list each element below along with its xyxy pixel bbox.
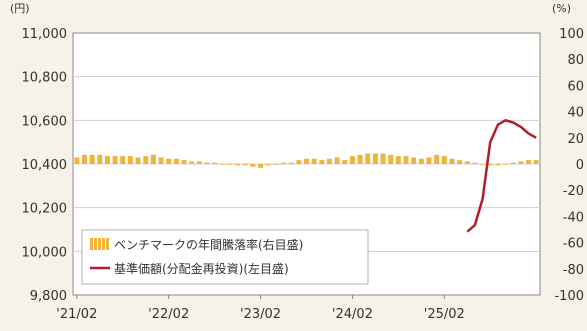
bar (487, 164, 493, 166)
bar (380, 153, 386, 164)
bar (127, 156, 133, 164)
bar (395, 156, 401, 164)
left-tick-label: 11,000 (22, 27, 68, 42)
left-tick-label: 10,600 (22, 114, 68, 129)
bar (357, 154, 363, 164)
bar (258, 164, 264, 168)
right-unit-label: (%) (552, 2, 571, 15)
bar (319, 160, 325, 164)
bar (242, 164, 248, 166)
bar (349, 156, 355, 164)
bar (372, 153, 378, 164)
legend-label-line: 基準価額(分配金再投資)(左目盛) (114, 261, 289, 276)
bar (411, 157, 417, 164)
bar (304, 158, 309, 164)
bar (112, 156, 118, 164)
x-tick-label: '24/02 (332, 307, 373, 322)
bar (196, 161, 202, 164)
bar (503, 164, 509, 165)
right-tick-label: -100 (554, 289, 584, 304)
bar (143, 156, 149, 164)
bar (434, 154, 440, 164)
bar (250, 164, 256, 167)
right-axis-ticks: 100 80 60 40 20 0 -20 -40 -60 -80 -100 (554, 27, 584, 304)
left-tick-label: 10,800 (22, 71, 68, 86)
right-tick-label: 60 (567, 79, 584, 94)
bar (326, 158, 332, 164)
bar (150, 154, 156, 164)
right-tick-label: -40 (563, 210, 584, 225)
left-tick-label: 10,200 (22, 202, 68, 217)
right-tick-label: 40 (567, 106, 584, 121)
bar (81, 154, 87, 164)
bar (265, 164, 271, 166)
x-tick-label: '21/02 (56, 307, 97, 322)
bar (449, 158, 455, 164)
right-tick-label: -60 (563, 237, 584, 252)
bar (342, 160, 348, 164)
legend-box (81, 229, 369, 285)
bar (464, 161, 470, 164)
bar (510, 162, 516, 164)
bar (189, 161, 195, 164)
left-tick-label: 10,400 (22, 158, 68, 173)
bar (281, 162, 287, 164)
bar (104, 156, 110, 164)
left-unit-label: (円) (10, 2, 30, 15)
bar (219, 164, 225, 165)
bar (288, 162, 294, 164)
bar (311, 158, 317, 164)
bar (426, 157, 432, 164)
x-tick-label: '23/02 (240, 307, 281, 322)
left-tick-label: 9,800 (30, 289, 67, 304)
right-tick-label: -80 (563, 263, 584, 278)
x-axis-ticks: '21/02 '22/02 '23/02 '24/02 '25/02 (56, 295, 465, 322)
bar (120, 156, 126, 164)
right-tick-label: 0 (576, 158, 584, 173)
left-axis-ticks: 11,000 10,800 10,600 10,400 10,200 10,000 9,80… (22, 27, 68, 304)
bar (173, 158, 179, 164)
bar (181, 160, 187, 164)
bar (296, 160, 302, 164)
bar (89, 154, 95, 164)
right-tick-label: 80 (567, 53, 584, 68)
bar (74, 157, 80, 164)
x-tick-label: '22/02 (148, 307, 189, 322)
bar (480, 164, 486, 165)
legend: ベンチマークの年間騰落率(右目盛) 基準価額(分配金再投資)(左目盛) (81, 229, 369, 285)
legend-bar-swatch (90, 238, 109, 250)
bar (204, 162, 210, 164)
bar (212, 162, 218, 164)
right-tick-label: 20 (567, 132, 584, 147)
bar (97, 154, 103, 164)
bar (166, 158, 172, 164)
bar (495, 164, 501, 166)
bar (441, 156, 447, 164)
bar (403, 156, 409, 164)
legend-label-bars: ベンチマークの年間騰落率(右目盛) (114, 237, 303, 252)
bar-series (74, 153, 539, 168)
line-series (466, 119, 537, 233)
nav-line (466, 119, 537, 233)
bar (365, 153, 371, 164)
left-tick-label: 10,000 (22, 245, 68, 260)
right-tick-label: -20 (563, 184, 584, 199)
bar (235, 164, 241, 166)
bar (518, 161, 524, 164)
bar (457, 160, 463, 164)
bar (388, 154, 394, 164)
bar (334, 157, 340, 164)
bar (158, 157, 164, 164)
x-tick-label: '25/02 (424, 307, 465, 322)
bar (533, 160, 539, 164)
right-tick-label: 100 (559, 27, 584, 42)
bar (135, 157, 141, 164)
bar (273, 164, 279, 165)
bar (472, 162, 478, 164)
bar (418, 158, 424, 164)
bar (227, 164, 233, 165)
bar (526, 160, 532, 164)
